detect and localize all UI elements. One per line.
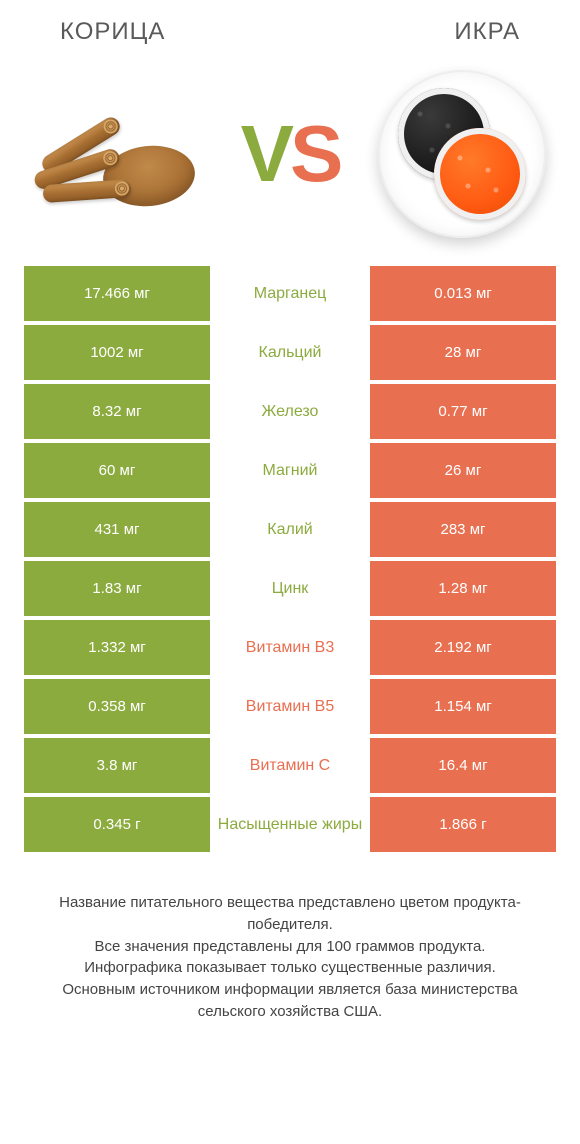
table-row: 431 мгКалий283 мг (24, 502, 556, 557)
table-row: 3.8 мгВитамин C16.4 мг (24, 738, 556, 793)
nutrient-label: Витамин B5 (210, 679, 370, 734)
table-row: 60 мгМагний26 мг (24, 443, 556, 498)
right-value: 16.4 мг (370, 738, 556, 793)
left-value: 8.32 мг (24, 384, 210, 439)
right-value: 28 мг (370, 325, 556, 380)
nutrient-label: Цинк (210, 561, 370, 616)
left-value: 3.8 мг (24, 738, 210, 793)
table-row: 1.332 мгВитамин B32.192 мг (24, 620, 556, 675)
nutrient-label: Калий (210, 502, 370, 557)
table-row: 0.345 гНасыщенные жиры1.866 г (24, 797, 556, 852)
caviar-illustration (372, 64, 552, 244)
left-product-title: КОРИЦА (60, 18, 165, 46)
right-value: 0.013 мг (370, 266, 556, 321)
right-value: 1.154 мг (370, 679, 556, 734)
left-value: 1.83 мг (24, 561, 210, 616)
vs-label: VS (241, 114, 340, 194)
right-value: 26 мг (370, 443, 556, 498)
left-value: 431 мг (24, 502, 210, 557)
footer-line: Основным источником информации является … (28, 979, 552, 1023)
footer-line: Название питательного вещества представл… (28, 892, 552, 936)
nutrient-label: Насыщенные жиры (210, 797, 370, 852)
right-product-title: ИКРА (454, 18, 520, 46)
table-row: 1002 мгКальций28 мг (24, 325, 556, 380)
left-value: 1002 мг (24, 325, 210, 380)
left-value: 17.466 мг (24, 266, 210, 321)
cinnamon-illustration (28, 64, 208, 244)
nutrient-label: Магний (210, 443, 370, 498)
left-value: 60 мг (24, 443, 210, 498)
right-value: 0.77 мг (370, 384, 556, 439)
table-row: 8.32 мгЖелезо0.77 мг (24, 384, 556, 439)
vs-s: S (290, 109, 339, 198)
nutrient-label: Марганец (210, 266, 370, 321)
table-row: 1.83 мгЦинк1.28 мг (24, 561, 556, 616)
footer-line: Все значения представлены для 100 граммо… (28, 936, 552, 958)
comparison-table: 17.466 мгМарганец0.013 мг1002 мгКальций2… (0, 266, 580, 852)
footer-line: Инфографика показывает только существенн… (28, 957, 552, 979)
header: КОРИЦА ИКРА (0, 0, 580, 54)
table-row: 17.466 мгМарганец0.013 мг (24, 266, 556, 321)
table-row: 0.358 мгВитамин B51.154 мг (24, 679, 556, 734)
right-value: 2.192 мг (370, 620, 556, 675)
nutrient-label: Витамин C (210, 738, 370, 793)
left-value: 0.358 мг (24, 679, 210, 734)
right-value: 1.866 г (370, 797, 556, 852)
right-value: 283 мг (370, 502, 556, 557)
nutrient-label: Витамин B3 (210, 620, 370, 675)
vs-v: V (241, 109, 290, 198)
hero-row: VS (0, 54, 580, 266)
left-value: 1.332 мг (24, 620, 210, 675)
right-value: 1.28 мг (370, 561, 556, 616)
left-value: 0.345 г (24, 797, 210, 852)
nutrient-label: Железо (210, 384, 370, 439)
nutrient-label: Кальций (210, 325, 370, 380)
footer-notes: Название питательного вещества представл… (0, 856, 580, 1023)
